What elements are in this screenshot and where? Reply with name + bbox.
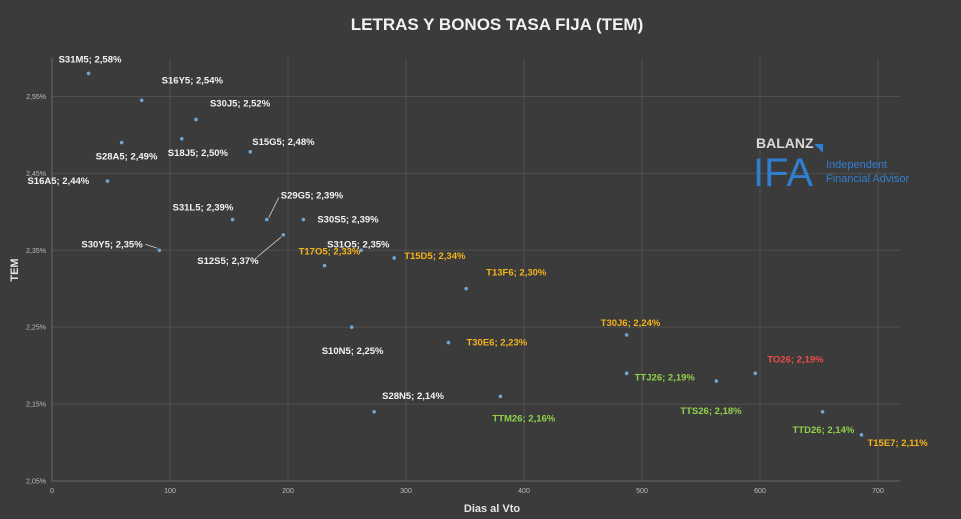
logo-line2: Financial Advisor bbox=[826, 173, 909, 185]
y-tick-label: 2,25% bbox=[26, 325, 46, 332]
logo-arrow-icon bbox=[814, 144, 823, 153]
logo-mark: IFA bbox=[753, 151, 813, 195]
data-label: TTD26; 2,14% bbox=[793, 425, 855, 436]
logo-line1: Independent bbox=[826, 159, 887, 171]
x-tick-label: 700 bbox=[872, 488, 884, 495]
data-label: T15E7; 2,11% bbox=[867, 438, 928, 449]
data-label: TTM26; 2,16% bbox=[492, 413, 555, 424]
data-label: S16Y5; 2,54% bbox=[162, 75, 224, 86]
data-labels: S31M5; 2,58% S16Y5; 2,54% S30J5; 2,52% S18J… bbox=[27, 54, 928, 448]
data-label: T15D5; 2,34% bbox=[404, 251, 466, 262]
data-points bbox=[86, 71, 864, 437]
leader-line bbox=[268, 197, 280, 218]
x-tick-label: 200 bbox=[282, 488, 294, 495]
data-label: S16A5; 2,44% bbox=[27, 176, 89, 187]
data-point bbox=[820, 409, 825, 414]
data-label: TTJ26; 2,19% bbox=[635, 372, 696, 383]
x-tick-label: 0 bbox=[50, 488, 54, 495]
y-tick-label: 2,05% bbox=[26, 479, 46, 486]
data-point bbox=[119, 140, 124, 145]
data-label: S28A5; 2,49% bbox=[96, 152, 158, 163]
data-point bbox=[281, 233, 286, 237]
x-tick-label: 400 bbox=[518, 488, 530, 495]
x-tick-label: 300 bbox=[400, 488, 412, 495]
y-tick-label: 2,45% bbox=[26, 171, 46, 178]
data-label: T17O5; 2,33% bbox=[299, 247, 361, 258]
y-tick-label: 2,35% bbox=[26, 248, 46, 255]
chart-title: LETRAS Y BONOS TASA FIJA (TEM) bbox=[351, 15, 643, 34]
data-label: TTS26; 2,18% bbox=[680, 406, 742, 417]
data-label: S30Y5; 2,35% bbox=[81, 239, 143, 250]
data-label: S30J5; 2,52% bbox=[210, 99, 271, 110]
data-point bbox=[105, 179, 110, 183]
leader-line bbox=[145, 243, 158, 249]
data-label: S15G5; 2,48% bbox=[252, 137, 315, 148]
x-axis-label: Dias al Vto bbox=[464, 503, 521, 515]
data-point bbox=[301, 217, 306, 222]
data-point bbox=[349, 325, 354, 329]
data-point bbox=[157, 248, 162, 253]
data-label: S31M5; 2,58% bbox=[59, 54, 122, 65]
data-label: S28N5; 2,14% bbox=[382, 391, 444, 402]
data-label: TO26; 2,19% bbox=[767, 354, 824, 365]
data-label: S30S5; 2,39% bbox=[317, 215, 379, 226]
x-tick-label: 100 bbox=[164, 488, 176, 495]
axes: 2,05% 2,15% 2,25% 2,35% 2,45% 2,55% 0 100 200 300… bbox=[26, 58, 900, 495]
leader-line bbox=[257, 236, 282, 258]
data-label: S29G5; 2,39% bbox=[281, 191, 344, 202]
data-point bbox=[859, 433, 864, 437]
y-axis-label: TEM bbox=[9, 258, 21, 281]
data-point bbox=[446, 340, 451, 345]
data-label: S12S5; 2,37% bbox=[197, 256, 259, 267]
data-point bbox=[86, 71, 91, 76]
data-point bbox=[392, 256, 397, 260]
data-point bbox=[248, 150, 253, 154]
data-label: S31O5; 2,35% bbox=[327, 239, 390, 250]
grid bbox=[51, 58, 900, 482]
data-label: T30E6; 2,23% bbox=[466, 338, 527, 349]
data-point bbox=[230, 217, 235, 222]
data-label: T30J6; 2,24% bbox=[601, 318, 661, 329]
data-point bbox=[624, 371, 629, 376]
logo-brand: BALANZ bbox=[756, 135, 814, 151]
balanz-ifa-logo: BALANZ IFA Independent Financial Advisor bbox=[753, 135, 909, 195]
data-point bbox=[624, 333, 629, 337]
data-point bbox=[322, 263, 327, 268]
data-point bbox=[264, 217, 269, 222]
x-tick-label: 600 bbox=[754, 488, 766, 495]
data-label: S18J5; 2,50% bbox=[168, 148, 229, 159]
data-point bbox=[359, 248, 363, 253]
data-label: S31L5; 2,39% bbox=[173, 203, 234, 214]
data-point bbox=[714, 379, 719, 383]
data-label: T13F6; 2,30% bbox=[486, 268, 547, 279]
data-point bbox=[464, 286, 468, 291]
data-label: S10N5; 2,25% bbox=[322, 346, 384, 357]
data-point bbox=[753, 371, 758, 376]
data-point bbox=[139, 98, 144, 103]
data-point bbox=[180, 136, 184, 141]
x-tick-label: 500 bbox=[636, 488, 648, 495]
y-tick-label: 2,55% bbox=[26, 94, 46, 101]
data-point bbox=[498, 394, 503, 399]
y-tick-label: 2,15% bbox=[26, 402, 46, 409]
data-point bbox=[372, 409, 376, 414]
data-point bbox=[194, 117, 198, 122]
